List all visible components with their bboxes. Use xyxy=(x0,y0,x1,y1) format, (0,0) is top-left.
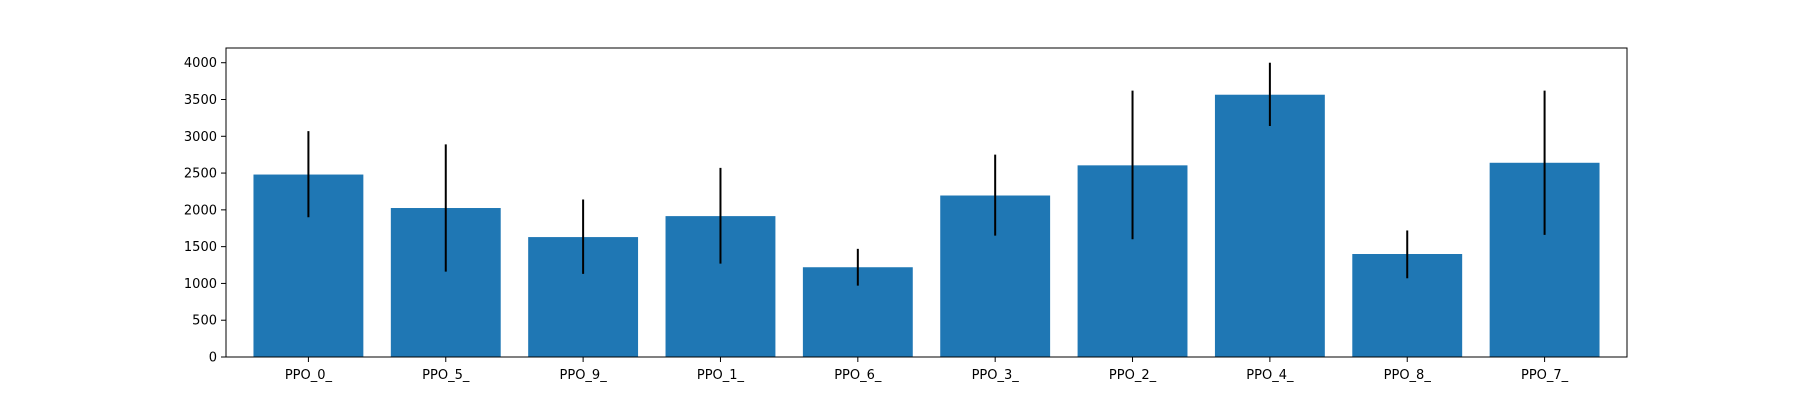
y-tick-label: 1000 xyxy=(184,277,217,292)
x-tick-label: PPO_0_ xyxy=(285,368,333,383)
x-tick-label: PPO_2_ xyxy=(1109,368,1157,383)
error-bars-group xyxy=(307,62,1546,286)
plot-area-frame xyxy=(225,47,1628,358)
x-tick-label: PPO_5_ xyxy=(422,368,470,383)
y-tick-label: 1500 xyxy=(184,240,217,255)
x-tick-label: PPO_1_ xyxy=(697,368,745,383)
y-tick-label: 3000 xyxy=(184,130,217,145)
y-tick-label: 4000 xyxy=(184,56,217,71)
bar-PPO_4_ xyxy=(1214,94,1325,357)
bars-group xyxy=(253,94,1600,357)
x-tick-label: PPO_6_ xyxy=(834,368,882,383)
y-tick-label: 2000 xyxy=(184,203,217,218)
y-tick-label: 2500 xyxy=(184,167,217,182)
x-tick-label: PPO_4_ xyxy=(1246,368,1294,383)
x-tick-label: PPO_3_ xyxy=(972,368,1020,383)
x-tick-label: PPO_9_ xyxy=(560,368,608,383)
y-tick-label: 500 xyxy=(192,314,217,329)
y-tick-label: 3500 xyxy=(184,93,217,108)
x-tick-label: PPO_7_ xyxy=(1521,368,1569,383)
y-axis: 0 500 1000 1500 2000 2500 3000 3500 4000 xyxy=(184,56,226,366)
x-tick-label: PPO_8_ xyxy=(1384,368,1432,383)
x-axis: PPO_0_ PPO_5_ PPO_9_ PPO_1_ PPO_6_ PPO_3_ PPO_… xyxy=(285,357,1569,383)
y-tick-label: 0 xyxy=(209,351,217,366)
